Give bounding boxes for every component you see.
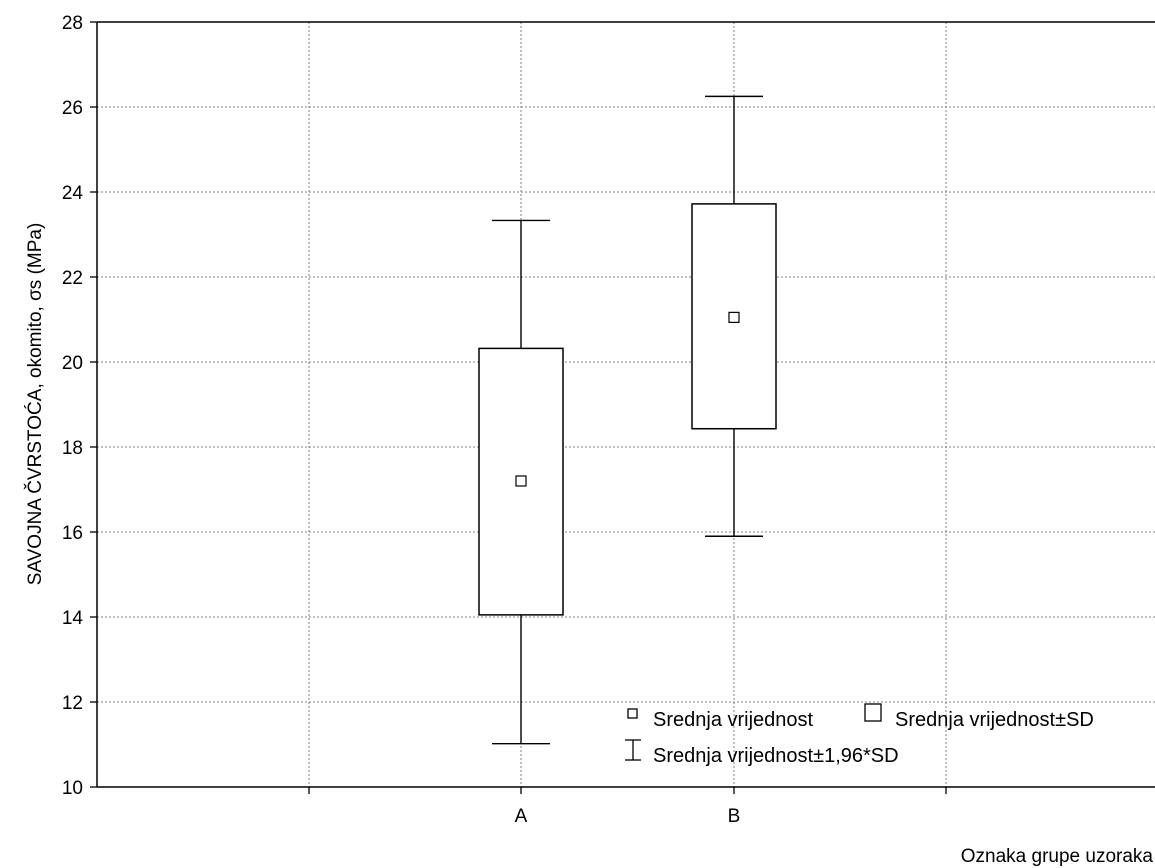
sd-box bbox=[478, 347, 564, 616]
legend: Srednja vrijednost Srednja vrijednost±SD… bbox=[625, 703, 1094, 767]
legend-mean-marker bbox=[627, 708, 638, 719]
legend-mean-label: Srednja vrijednost bbox=[653, 709, 814, 731]
y-tick-label: 26 bbox=[62, 98, 83, 119]
y-tick-label: 16 bbox=[62, 523, 83, 544]
grid-lines bbox=[97, 22, 1155, 787]
legend-whisker-marker bbox=[625, 739, 641, 761]
x-axis-title: Oznaka grupe uzoraka bbox=[961, 846, 1154, 867]
y-axis-title: SAVOJNA ČVRSTOĆA, okomito, σs (MPa) bbox=[24, 223, 46, 586]
y-tick-label: 20 bbox=[62, 353, 83, 374]
y-tick-label: 28 bbox=[62, 13, 83, 34]
y-tick-label: 18 bbox=[62, 438, 83, 459]
y-tick-label: 14 bbox=[62, 608, 84, 629]
mean-marker bbox=[728, 311, 740, 323]
legend-sd-marker bbox=[864, 703, 882, 722]
box-group-b bbox=[691, 95, 777, 537]
legend-sd-label: Srednja vrijednost±SD bbox=[895, 709, 1094, 731]
box-group-a bbox=[478, 219, 564, 745]
x-tick-label: A bbox=[515, 806, 528, 827]
x-tick-label: B bbox=[728, 806, 741, 827]
mean-marker bbox=[515, 475, 527, 487]
y-tick-label: 10 bbox=[62, 778, 83, 799]
y-tick-label: 22 bbox=[62, 268, 83, 289]
boxes bbox=[478, 95, 777, 745]
y-ticks: 10 12 14 16 18 20 22 24 26 28 bbox=[62, 13, 97, 799]
y-tick-label: 12 bbox=[62, 693, 83, 714]
y-tick-label: 24 bbox=[62, 183, 84, 204]
legend-whisker-label: Srednja vrijednost±1,96*SD bbox=[653, 745, 899, 767]
axes bbox=[96, 21, 1155, 788]
